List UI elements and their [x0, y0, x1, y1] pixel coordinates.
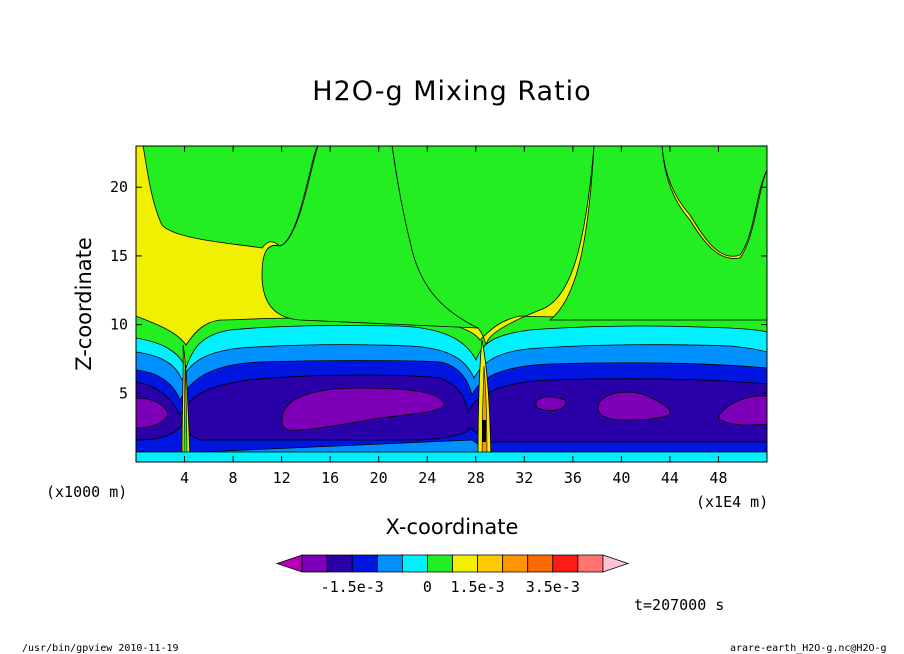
colorbar-swatch [602, 554, 630, 573]
colorbar-label: 0 [423, 578, 432, 596]
plume-left-core [183, 359, 188, 462]
colorbar-swatch [351, 554, 378, 573]
y-tick-label: 20 [110, 178, 128, 196]
colorbar: -1.5e-3 0 1.5e-3 3.5e-3 [275, 554, 630, 596]
field-purple-1 [136, 397, 169, 429]
x-tick-label: 16 [321, 469, 339, 487]
time-annotation: t=207000 s [634, 596, 725, 614]
y-axis-label: Z-coordinate [72, 237, 96, 371]
field-green-mid [261, 146, 479, 329]
field-green-right [548, 146, 767, 321]
x-tick-label: 4 [180, 469, 189, 487]
colorbar-swatch [477, 554, 504, 573]
y-tick-label: 15 [110, 247, 128, 265]
x-tick-label: 44 [661, 469, 679, 487]
footer-right: arare-earth_H2O-g.nc@H2O-g [730, 643, 887, 654]
colorbar-swatch [527, 554, 554, 573]
colorbar-swatch [326, 554, 353, 573]
x-scale-note: (x1E4 m) [696, 493, 769, 511]
x-tick-label: 48 [709, 469, 727, 487]
field-navy [136, 374, 767, 443]
colorbar-swatch [577, 554, 604, 573]
x-unit-label: (x1000 m) [46, 483, 128, 501]
contour-field [136, 146, 767, 462]
field-purple-4 [597, 391, 671, 421]
x-tick-label: 24 [418, 469, 436, 487]
field-purple-5 [717, 395, 767, 426]
x-tick-label: 28 [467, 469, 485, 487]
y-tick-label: 5 [119, 384, 128, 402]
plot-frame [135, 145, 768, 463]
footer-left: /usr/bin/gpview 2010-11-19 [22, 643, 179, 654]
colorbar-swatch [427, 554, 453, 573]
colorbar-swatch [401, 554, 428, 573]
x-tick-label: 32 [515, 469, 533, 487]
colorbar-swatch [502, 554, 529, 573]
x-tick-label: 20 [370, 469, 388, 487]
plume-mid-dark [482, 420, 486, 442]
x-tick-label: 12 [273, 469, 291, 487]
field-purple-2 [281, 387, 445, 431]
chart-title: H2O-g Mixing Ratio [312, 76, 592, 107]
colorbar-label: 3.5e-3 [526, 578, 580, 596]
colorbar-label: 1.5e-3 [450, 578, 504, 596]
x-tick-label: 36 [564, 469, 582, 487]
y-tick-label: 10 [110, 316, 128, 334]
x-tick-label: 40 [612, 469, 630, 487]
colorbar-swatch [376, 554, 403, 573]
x-tick-label: 8 [229, 469, 238, 487]
field-bottom-cyan [136, 451, 767, 462]
colorbar-swatch [452, 554, 478, 573]
field-purple-3 [535, 396, 566, 411]
colorbar-label: -1.5e-3 [321, 578, 384, 596]
colorbar-swatch [552, 554, 579, 573]
colorbar-swatch [301, 554, 328, 573]
colorbar-swatch [275, 554, 303, 573]
x-axis-label: X-coordinate [385, 515, 519, 539]
